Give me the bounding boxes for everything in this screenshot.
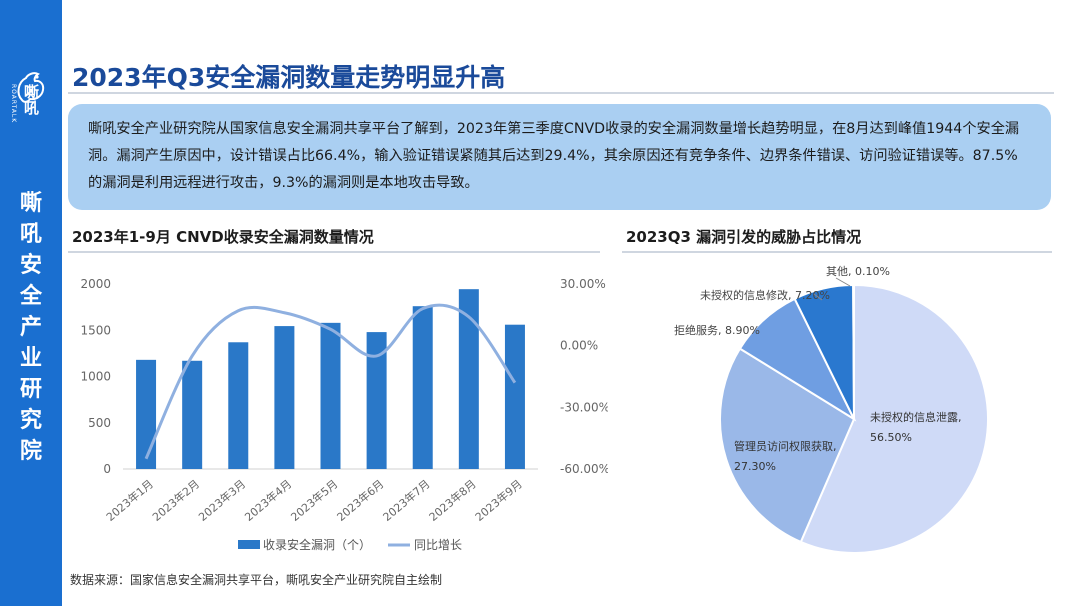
legend-line-label: 同比增长: [414, 538, 462, 552]
bar: [274, 326, 295, 469]
y2-tick-label: -60.00%: [560, 462, 608, 476]
x-tick-label: 2023年8月: [426, 477, 479, 524]
vulnerability-count-chart: 0 500 1000 1500 2000 -60.00% -30.00% 0.00% 30.00…: [80, 277, 608, 552]
bar-chart-title: 2023年1-9月 CNVD收录安全漏洞数量情况: [72, 228, 374, 246]
pie-label: 未授权的信息泄露,: [870, 410, 962, 424]
x-tick-label: 2023年3月: [196, 477, 249, 524]
x-tick-label: 2023年5月: [288, 477, 341, 524]
pie-chart-title: 2023Q3 漏洞引发的威胁占比情况: [626, 228, 862, 246]
roartalk-logo-icon: [17, 72, 45, 103]
bar: [504, 324, 525, 469]
title-divider: [68, 92, 1054, 94]
pie-slice: [852, 283, 855, 420]
x-tick-label: 2023年7月: [380, 477, 433, 524]
y-tick-label: 0: [103, 462, 111, 476]
x-tick-label: 2023年1月: [103, 477, 156, 524]
pie-value-label: 27.30%: [734, 460, 776, 473]
y-tick-label: 500: [88, 416, 111, 430]
y2-tick-label: 30.00%: [560, 277, 606, 291]
pie-label: 拒绝服务, 8.90%: [674, 323, 760, 337]
pie-slice: [719, 347, 856, 544]
pie-leader-line: [835, 277, 851, 287]
x-tick-label: 2023年6月: [334, 477, 387, 524]
y2-tick-label: -30.00%: [560, 400, 608, 414]
bar-chart-divider: [68, 251, 600, 253]
pie-label: 未授权的信息修改, 7.20%: [700, 288, 830, 302]
pie-leader-line: [813, 293, 823, 301]
x-tick-label: 2023年4月: [242, 477, 295, 524]
sidebar: 嘶吼 ROARTALK 嘶吼安全产业研究院: [0, 0, 62, 606]
data-source: 数据来源：国家信息安全漏洞共享平台，嘶吼安全产业研究院自主绘制: [70, 573, 443, 587]
legend-bar-swatch: [238, 540, 260, 549]
bar: [228, 342, 249, 469]
pie-slice: [799, 283, 989, 554]
sidebar-title: 嘶吼安全产业研究院: [19, 191, 42, 464]
logo-sub: ROARTALK: [10, 84, 17, 124]
growth-line: [144, 303, 517, 460]
pie-label: 管理员访问权限获取,: [734, 439, 837, 453]
y2-tick-label: 0.00%: [560, 339, 598, 353]
legend-bar-label: 收录安全漏洞（个）: [263, 537, 371, 552]
bar: [136, 359, 157, 469]
pie-label: 其他, 0.10%: [826, 265, 890, 278]
y-tick-label: 2000: [80, 277, 111, 291]
page-title: 2023年Q3安全漏洞数量走势明显升高: [72, 63, 506, 92]
logo-name: 嘶吼: [22, 84, 40, 116]
pie-value-label: 56.50%: [870, 431, 912, 444]
x-tick-label: 2023年9月: [472, 477, 525, 524]
bar: [366, 332, 387, 469]
y-tick-label: 1000: [80, 370, 111, 384]
bar: [182, 360, 203, 469]
bar: [412, 306, 433, 469]
bar: [458, 289, 479, 469]
summary-box: 嘶吼安全产业研究院从国家信息安全漏洞共享平台了解到，2023年第三季度CNVD收…: [68, 104, 1051, 210]
x-tick-label: 2023年2月: [149, 477, 202, 524]
pie-chart-divider: [622, 251, 1052, 253]
bar: [320, 322, 341, 469]
threat-share-pie-chart: 未授权的信息泄露, 56.50% 管理员访问权限获取, 27.30% 拒绝服务, 8.9…: [674, 265, 989, 554]
y-tick-label: 1500: [80, 323, 111, 337]
